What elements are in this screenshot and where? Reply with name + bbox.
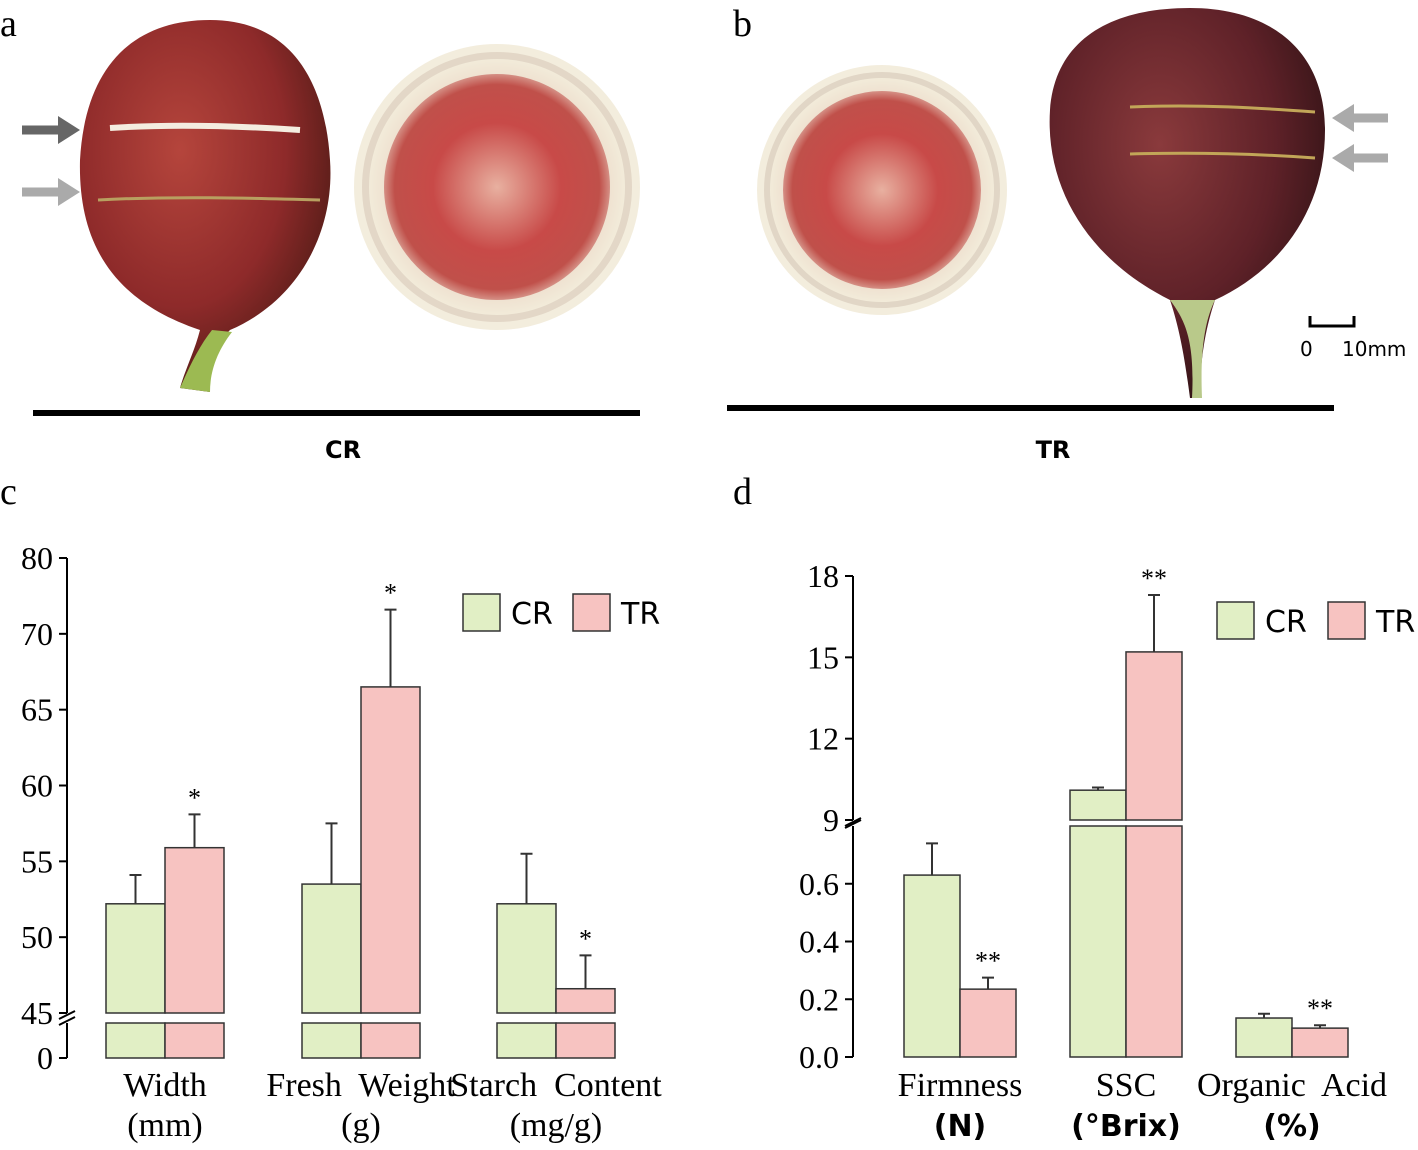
bar xyxy=(555,1022,616,1059)
error-bar xyxy=(129,873,142,904)
legend-swatch xyxy=(1327,601,1366,640)
x-tick-label: Organic Acid xyxy=(1197,1067,1387,1104)
legend-swatch xyxy=(462,593,501,632)
y-tick-label: 50 xyxy=(21,919,53,955)
bar xyxy=(1069,789,1127,821)
y-tick-label: 55 xyxy=(21,843,53,879)
bar xyxy=(360,1022,421,1059)
error-bar xyxy=(579,954,592,989)
y-tick-label: 60 xyxy=(21,768,53,804)
y-tick-label: 9 xyxy=(823,802,839,838)
bar xyxy=(105,1022,166,1059)
error-bar xyxy=(1314,1024,1326,1029)
y-tick-label: 18 xyxy=(807,558,839,594)
scale-label: 0 xyxy=(1300,337,1313,361)
significance: ** xyxy=(975,947,1001,976)
x-tick-label: Starch Content xyxy=(450,1067,662,1104)
bar xyxy=(301,1022,362,1059)
error-bar xyxy=(982,976,994,990)
bar xyxy=(105,903,166,1014)
axis-break xyxy=(844,817,862,827)
x-tick-label: Width xyxy=(123,1067,207,1104)
legend-label: TR xyxy=(620,597,660,632)
bar xyxy=(1291,1027,1349,1058)
y-tick-label: 70 xyxy=(21,616,53,652)
axis-break xyxy=(58,1010,76,1020)
panel-label: c xyxy=(0,471,17,513)
y-tick-label: 45 xyxy=(21,995,53,1031)
x-unit-label: (°Brix) xyxy=(1071,1109,1181,1144)
group-label: CR xyxy=(325,436,361,464)
error-bar xyxy=(1258,1012,1270,1019)
y-tick-label: 0.2 xyxy=(799,981,839,1017)
group-label: TR xyxy=(1036,436,1071,464)
y-tick-label: 0.0 xyxy=(799,1039,839,1075)
x-tick-label: Firmness xyxy=(898,1067,1023,1104)
bar xyxy=(496,1022,557,1059)
error-bar xyxy=(384,608,397,687)
x-unit-label: (g) xyxy=(341,1107,381,1144)
legend-label: TR xyxy=(1375,605,1415,640)
y-tick-label: 12 xyxy=(807,721,839,757)
panel-label: a xyxy=(0,3,17,45)
panel-label: d xyxy=(733,471,752,513)
error-bar xyxy=(188,813,201,848)
photo-tr xyxy=(727,8,1388,411)
significance: * xyxy=(188,783,201,812)
bar xyxy=(555,987,616,1014)
bar xyxy=(959,988,1017,1058)
x-unit-label: (N) xyxy=(934,1109,987,1144)
x-tick-label: Fresh Weight xyxy=(266,1067,456,1104)
x-unit-label: (mg/g) xyxy=(510,1107,603,1144)
bar xyxy=(164,846,225,1014)
bar xyxy=(496,903,557,1014)
bar xyxy=(1125,825,1183,1058)
bar xyxy=(360,686,421,1014)
x-unit-label: (%) xyxy=(1263,1109,1320,1144)
bar xyxy=(164,1022,225,1059)
scale-label: 10mm xyxy=(1342,337,1406,361)
y-tick-label: 0.4 xyxy=(799,924,839,960)
error-bar xyxy=(926,842,938,876)
legend-swatch xyxy=(1216,601,1255,640)
y-tick-label: 65 xyxy=(21,692,53,728)
panel-label: b xyxy=(733,3,752,45)
bar xyxy=(1235,1017,1293,1058)
error-bar xyxy=(1092,786,1104,791)
error-bar xyxy=(1148,593,1160,652)
bar xyxy=(1069,825,1127,1058)
significance: * xyxy=(384,579,397,608)
legend-label: CR xyxy=(1265,605,1307,640)
axis-break xyxy=(58,1016,76,1026)
axis-break xyxy=(844,819,862,829)
significance: * xyxy=(579,924,592,953)
error-bar xyxy=(325,822,338,885)
y-tick-label: 15 xyxy=(807,639,839,675)
bar xyxy=(301,883,362,1014)
y-tick-label: 0 xyxy=(37,1040,53,1076)
significance: ** xyxy=(1141,564,1167,593)
y-tick-label: 0.6 xyxy=(799,866,839,902)
legend-label: CR xyxy=(511,597,553,632)
y-tick-label: 80 xyxy=(21,540,53,576)
x-tick-label: SSC xyxy=(1096,1067,1157,1104)
bar xyxy=(1125,651,1183,821)
x-unit-label: (mm) xyxy=(127,1107,203,1144)
legend-swatch xyxy=(572,593,611,632)
significance: ** xyxy=(1307,994,1333,1023)
bar xyxy=(903,874,961,1058)
photo-cr xyxy=(22,20,640,416)
error-bar xyxy=(520,852,533,904)
